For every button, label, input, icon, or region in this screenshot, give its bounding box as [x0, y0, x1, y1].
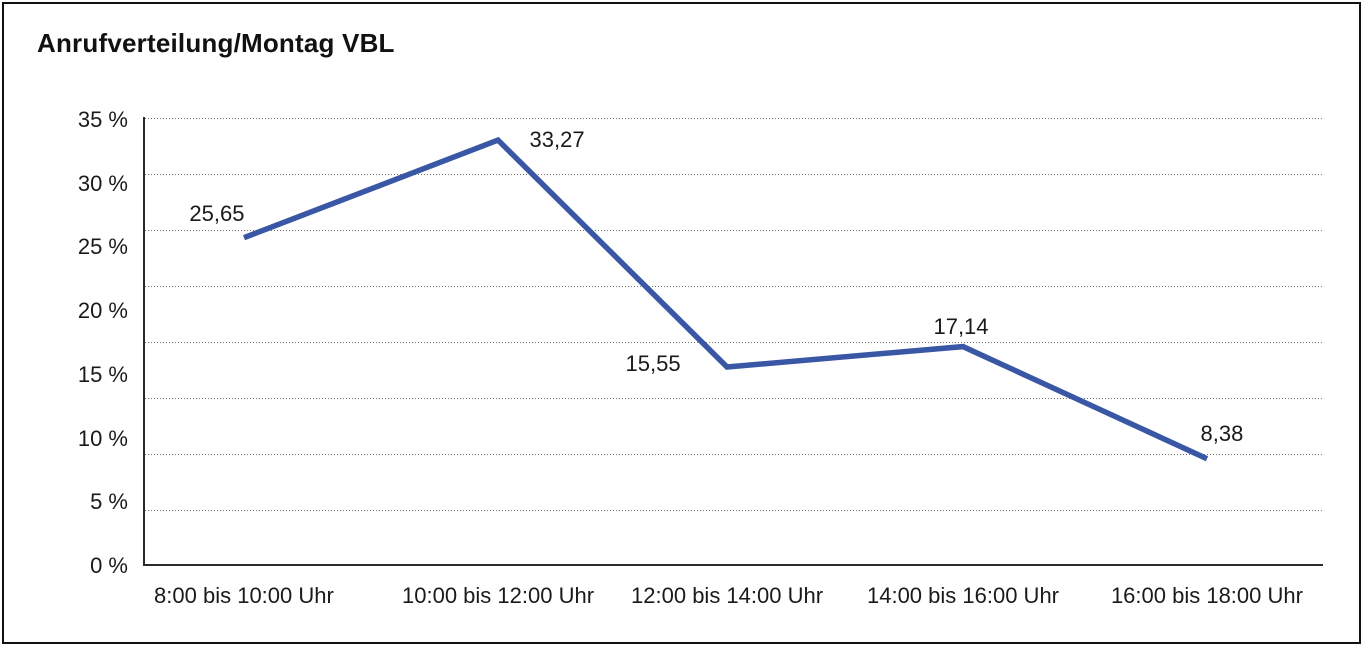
- data-point-value-label: 17,14: [933, 313, 989, 339]
- x-axis-category-label: 16:00 bis 18:00 Uhr: [1110, 583, 1303, 608]
- y-axis-line: [143, 117, 145, 566]
- x-axis-category-label: 8:00 bis 10:00 Uhr: [154, 583, 334, 608]
- y-axis-tick-label: 25 %: [77, 234, 128, 260]
- chart-title: Anrufverteilung/Montag VBL: [37, 28, 395, 58]
- x-axis-category-label: 10:00 bis 12:00 Uhr: [402, 583, 595, 608]
- data-point-value-label: 8,38: [1200, 420, 1244, 446]
- gridline-dotted: [145, 342, 1323, 343]
- gridline-dotted: [145, 230, 1323, 231]
- gridline-dotted: [145, 174, 1323, 175]
- data-point-value-label: 25,65: [189, 200, 245, 226]
- y-axis-tick-label: 20 %: [77, 298, 128, 324]
- gridline-dotted: [145, 510, 1323, 511]
- data-point-value-label: 15,55: [625, 350, 681, 376]
- x-axis-category-label: 14:00 bis 16:00 Uhr: [866, 583, 1060, 608]
- y-axis-tick-label: 15 %: [77, 361, 128, 387]
- x-axis-line: [143, 564, 1323, 566]
- y-axis-tick-label: 30 %: [77, 170, 128, 196]
- y-axis-tick-label: 10 %: [77, 425, 128, 451]
- y-axis-tick-label: 0 %: [90, 553, 128, 578]
- y-axis-tick-label: 5 %: [90, 489, 128, 515]
- gridline-dotted: [145, 398, 1323, 399]
- gridline-dotted: [145, 118, 1323, 119]
- gridline-dotted: [145, 286, 1323, 287]
- data-point-value-label: 33,27: [529, 127, 585, 153]
- y-axis-tick-label: 35 %: [77, 107, 128, 132]
- gridline-dotted: [145, 454, 1323, 455]
- x-axis-category-label: 12:00 bis 14:00 Uhr: [631, 583, 824, 608]
